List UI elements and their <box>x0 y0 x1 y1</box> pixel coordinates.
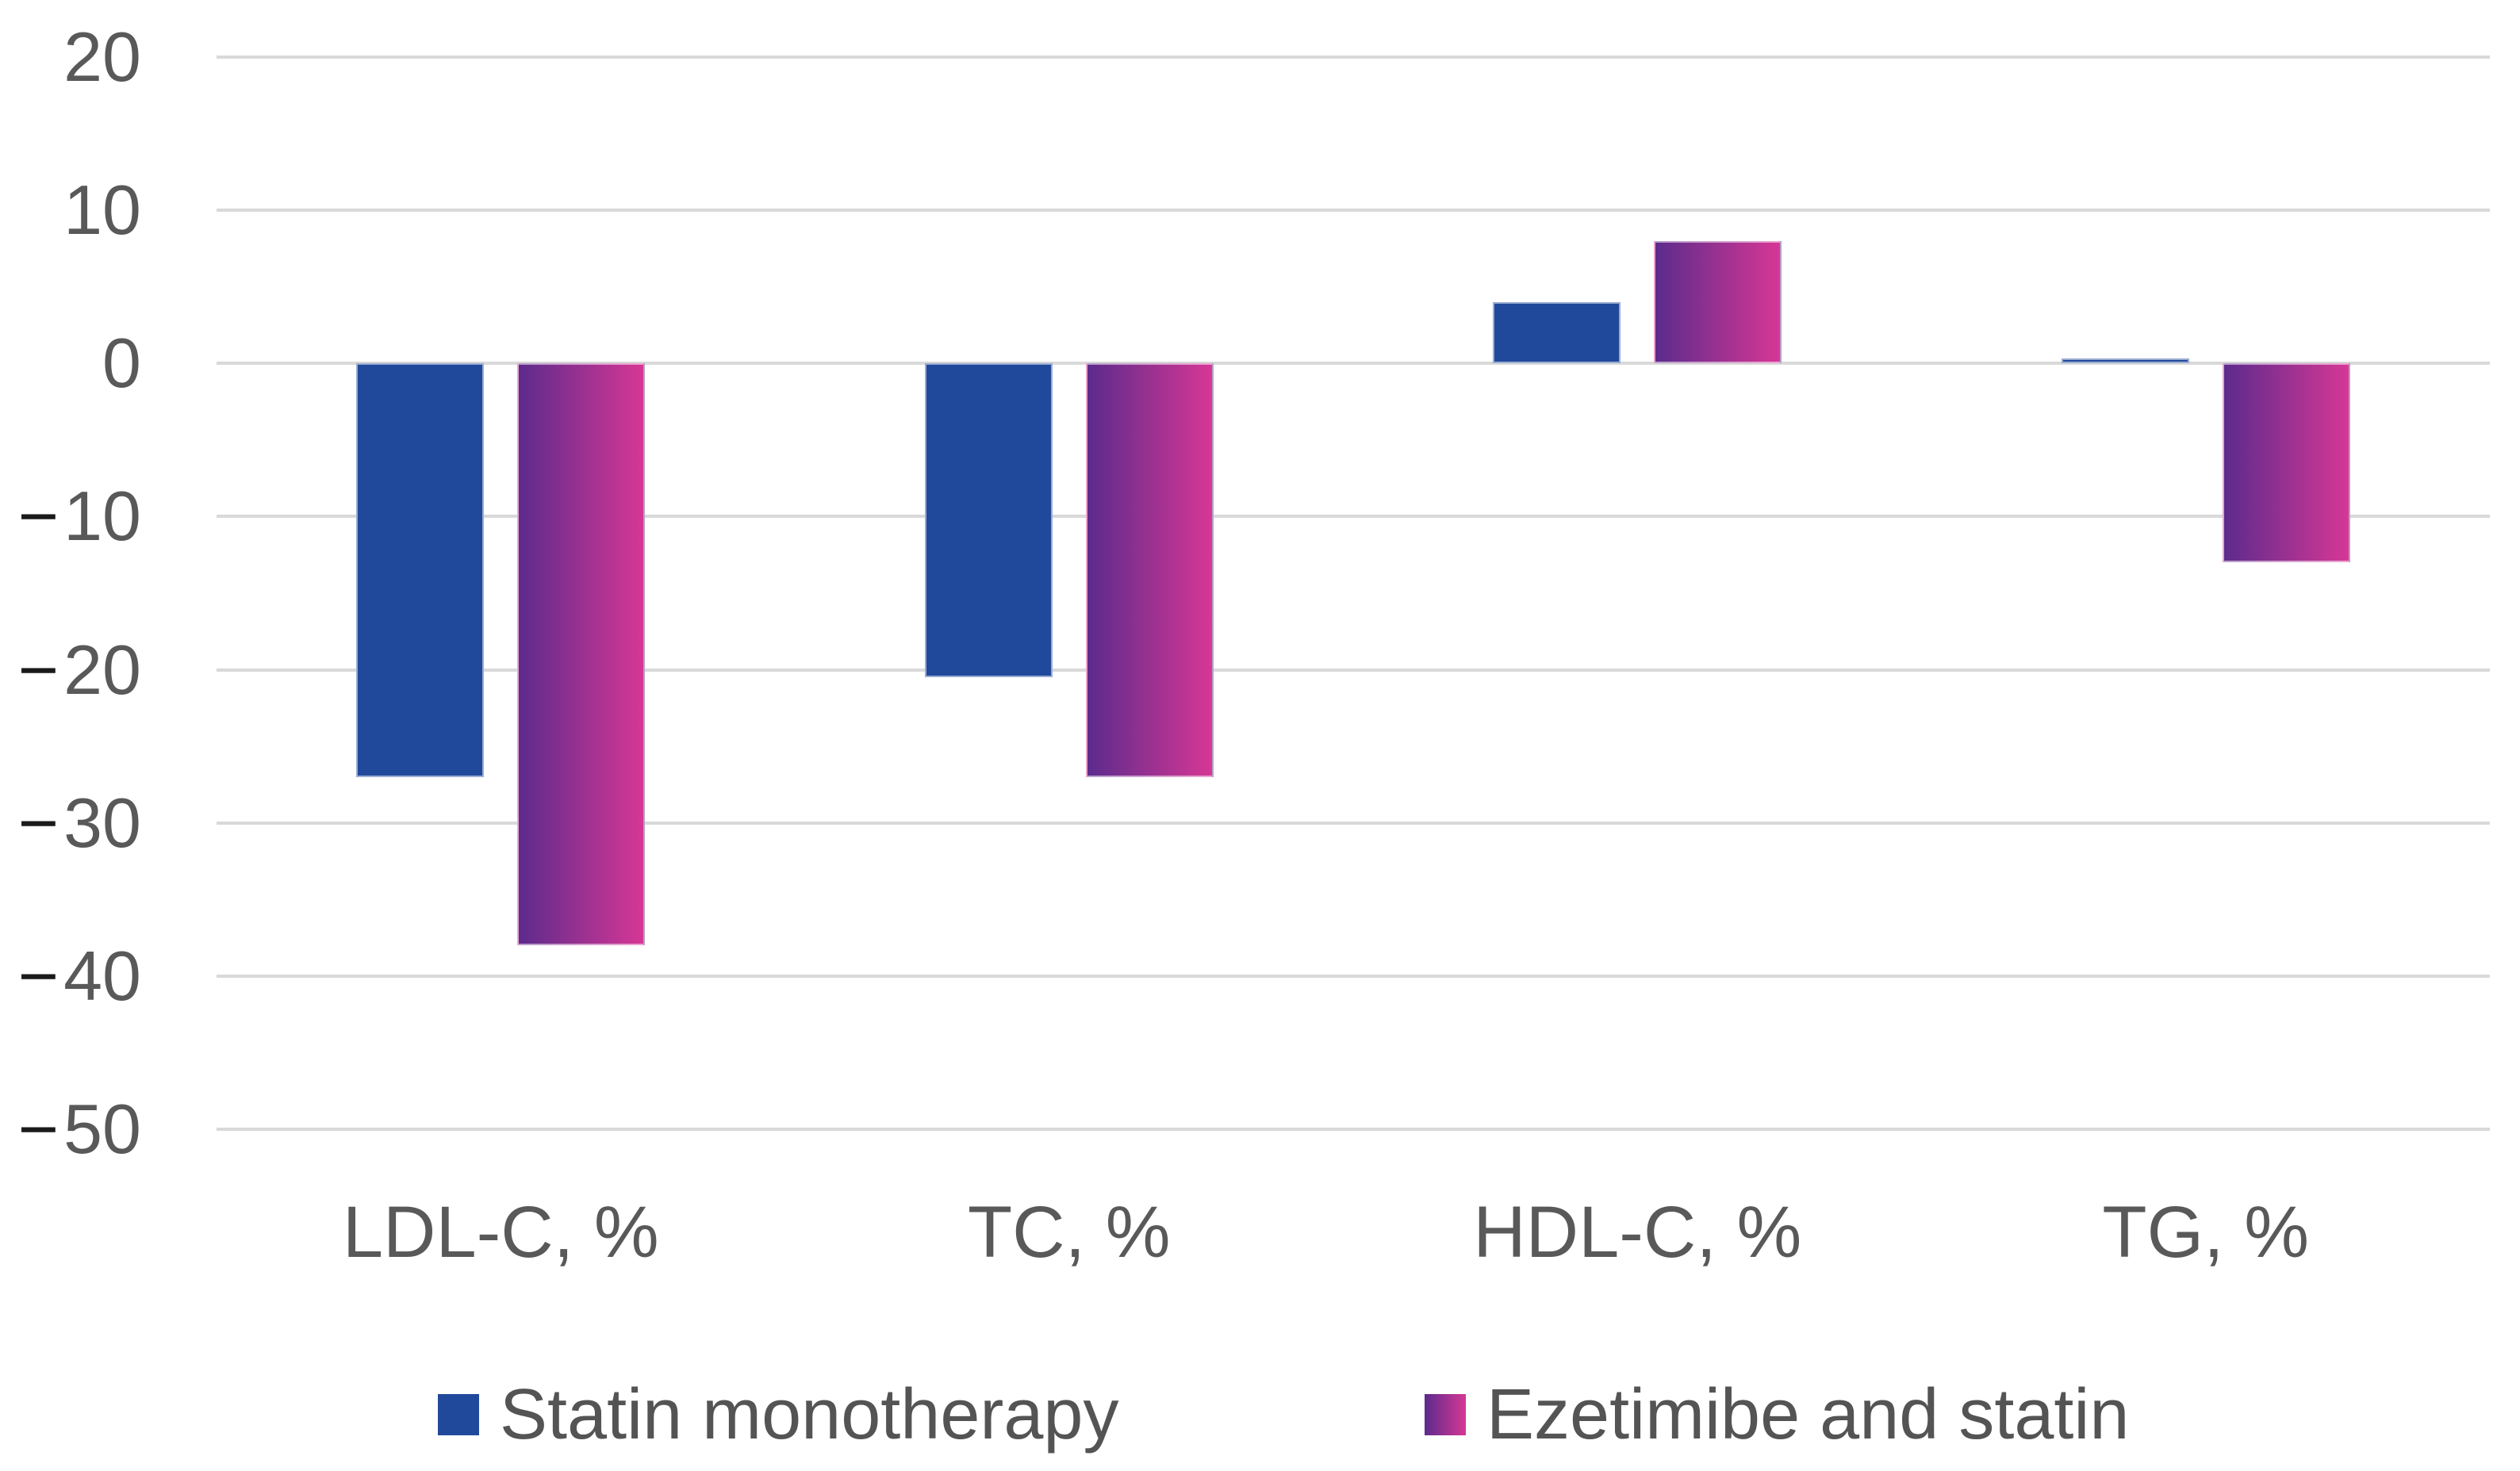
gridline-y--40 <box>217 974 2490 978</box>
bar-ezetimibe-and-statin-tg <box>2222 363 2350 563</box>
bar-ezetimibe-and-statin-hdl-c <box>1654 240 1782 364</box>
legend-label-statin-monotherapy: Statin monotherapy <box>500 1375 1119 1454</box>
gridline-y-20 <box>217 56 2490 59</box>
gridline-y--10 <box>217 515 2490 519</box>
bar-ezetimibe-and-statin-tc <box>1085 363 1214 777</box>
gridline-y-10 <box>217 209 2490 213</box>
x-axis-label-tc: TC, % <box>967 1192 1171 1273</box>
legend-swatch-statin-monotherapy <box>438 1394 479 1435</box>
x-axis-label-tg: TG, % <box>2102 1192 2310 1273</box>
bar-statin-monotherapy-ldl-c <box>356 363 485 777</box>
minus-sign: − <box>17 936 59 1015</box>
bar-ezetimibe-and-statin-ldl-c <box>517 363 646 946</box>
gridline-y-0 <box>217 362 2490 366</box>
minus-sign: − <box>17 630 59 709</box>
legend-label-ezetimibe-and-statin: Ezetimibe and statin <box>1486 1375 2130 1454</box>
legend-item-statin-monotherapy: Statin monotherapy <box>438 1379 1118 1450</box>
y-tick-label--10: −10 <box>17 477 141 556</box>
x-axis-label-hdl-c: HDL-C, % <box>1473 1192 1802 1273</box>
minus-sign: − <box>17 1089 59 1168</box>
y-tick-label-10: 10 <box>63 170 141 250</box>
minus-sign: − <box>17 783 59 862</box>
legend-swatch-ezetimibe-and-statin <box>1425 1394 1466 1435</box>
y-tick-label--40: −40 <box>17 936 141 1015</box>
legend-item-ezetimibe-and-statin: Ezetimibe and statin <box>1425 1379 2129 1450</box>
y-tick-label--20: −20 <box>17 630 141 709</box>
gridline-y--50 <box>217 1127 2490 1131</box>
y-tick-label--50: −50 <box>17 1089 141 1168</box>
gridline-y--30 <box>217 821 2490 825</box>
y-tick-label-20: 20 <box>63 17 141 96</box>
bar-statin-monotherapy-tc <box>924 363 1053 678</box>
x-axis-label-ldl-c: LDL-C, % <box>342 1192 659 1273</box>
bar-statin-monotherapy-tg <box>2061 358 2189 364</box>
y-tick-label-0: 0 <box>102 324 141 403</box>
bar-statin-monotherapy-hdl-c <box>1493 302 1621 364</box>
gridline-y--20 <box>217 668 2490 672</box>
y-tick-label--30: −30 <box>17 783 141 862</box>
minus-sign: − <box>17 477 59 556</box>
